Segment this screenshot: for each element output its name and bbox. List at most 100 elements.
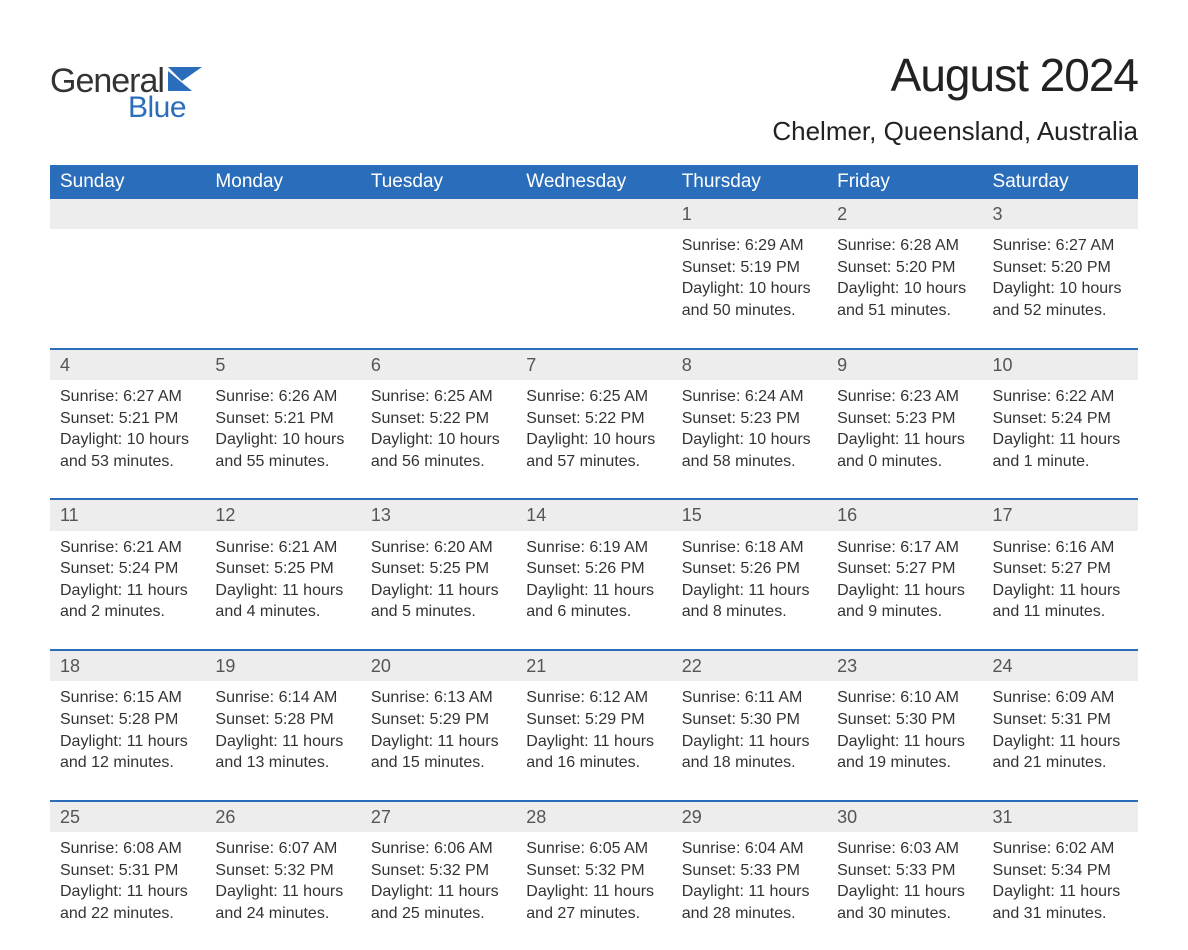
day-number: 29: [672, 801, 827, 832]
day-number: 15: [672, 499, 827, 530]
weekday-header: Monday: [205, 165, 360, 199]
day-number: 26: [205, 801, 360, 832]
day-cell: Sunrise: 6:14 AMSunset: 5:28 PMDaylight:…: [205, 681, 360, 800]
sunset-line: Sunset: 5:25 PM: [371, 558, 506, 580]
sunset-line: Sunset: 5:33 PM: [837, 860, 972, 882]
sunrise-line: Sunrise: 6:22 AM: [993, 386, 1128, 408]
sunset-line: Sunset: 5:20 PM: [837, 257, 972, 279]
daylight-line: Daylight: 11 hours and 21 minutes.: [993, 731, 1128, 774]
sunrise-line: Sunrise: 6:02 AM: [993, 838, 1128, 860]
daylight-line: Daylight: 11 hours and 4 minutes.: [215, 580, 350, 623]
sunset-line: Sunset: 5:30 PM: [837, 709, 972, 731]
weekday-header: Friday: [827, 165, 982, 199]
sunrise-line: Sunrise: 6:26 AM: [215, 386, 350, 408]
sunset-line: Sunset: 5:25 PM: [215, 558, 350, 580]
week-daynum-row: 18192021222324: [50, 650, 1138, 681]
day-number: [516, 199, 671, 229]
day-number: [205, 199, 360, 229]
day-number: 28: [516, 801, 671, 832]
sunset-line: Sunset: 5:22 PM: [526, 408, 661, 430]
calendar-body: 123Sunrise: 6:29 AMSunset: 5:19 PMDaylig…: [50, 199, 1138, 950]
day-cell: Sunrise: 6:20 AMSunset: 5:25 PMDaylight:…: [361, 531, 516, 650]
sunset-line: Sunset: 5:28 PM: [215, 709, 350, 731]
day-number: 2: [827, 199, 982, 229]
day-cell: Sunrise: 6:11 AMSunset: 5:30 PMDaylight:…: [672, 681, 827, 800]
daylight-line: Daylight: 11 hours and 15 minutes.: [371, 731, 506, 774]
sunrise-line: Sunrise: 6:25 AM: [526, 386, 661, 408]
sunset-line: Sunset: 5:29 PM: [526, 709, 661, 731]
day-cell: [516, 229, 671, 348]
sunrise-line: Sunrise: 6:07 AM: [215, 838, 350, 860]
sunset-line: Sunset: 5:20 PM: [993, 257, 1128, 279]
sunset-line: Sunset: 5:26 PM: [526, 558, 661, 580]
daylight-line: Daylight: 10 hours and 50 minutes.: [682, 278, 817, 321]
sunrise-line: Sunrise: 6:05 AM: [526, 838, 661, 860]
day-cell: Sunrise: 6:16 AMSunset: 5:27 PMDaylight:…: [983, 531, 1138, 650]
sunset-line: Sunset: 5:27 PM: [993, 558, 1128, 580]
day-cell: Sunrise: 6:06 AMSunset: 5:32 PMDaylight:…: [361, 832, 516, 950]
day-cell: Sunrise: 6:29 AMSunset: 5:19 PMDaylight:…: [672, 229, 827, 348]
day-number: 25: [50, 801, 205, 832]
day-cell: Sunrise: 6:28 AMSunset: 5:20 PMDaylight:…: [827, 229, 982, 348]
sunrise-line: Sunrise: 6:08 AM: [60, 838, 195, 860]
sunset-line: Sunset: 5:24 PM: [993, 408, 1128, 430]
day-number: 4: [50, 349, 205, 380]
sunrise-line: Sunrise: 6:03 AM: [837, 838, 972, 860]
day-number: 21: [516, 650, 671, 681]
day-number: 31: [983, 801, 1138, 832]
daylight-line: Daylight: 11 hours and 16 minutes.: [526, 731, 661, 774]
weekday-header-row: SundayMondayTuesdayWednesdayThursdayFrid…: [50, 165, 1138, 199]
sunrise-line: Sunrise: 6:20 AM: [371, 537, 506, 559]
sunrise-line: Sunrise: 6:09 AM: [993, 687, 1128, 709]
day-cell: Sunrise: 6:09 AMSunset: 5:31 PMDaylight:…: [983, 681, 1138, 800]
day-number: 22: [672, 650, 827, 681]
day-number: 19: [205, 650, 360, 681]
day-cell: Sunrise: 6:21 AMSunset: 5:25 PMDaylight:…: [205, 531, 360, 650]
daylight-line: Daylight: 11 hours and 2 minutes.: [60, 580, 195, 623]
weekday-header: Sunday: [50, 165, 205, 199]
daylight-line: Daylight: 11 hours and 11 minutes.: [993, 580, 1128, 623]
sunset-line: Sunset: 5:32 PM: [526, 860, 661, 882]
day-number: 20: [361, 650, 516, 681]
day-number: 11: [50, 499, 205, 530]
sunrise-line: Sunrise: 6:18 AM: [682, 537, 817, 559]
sunset-line: Sunset: 5:23 PM: [837, 408, 972, 430]
daylight-line: Daylight: 10 hours and 56 minutes.: [371, 429, 506, 472]
sunset-line: Sunset: 5:19 PM: [682, 257, 817, 279]
day-number: [50, 199, 205, 229]
day-number: 6: [361, 349, 516, 380]
sunset-line: Sunset: 5:30 PM: [682, 709, 817, 731]
weekday-header: Saturday: [983, 165, 1138, 199]
day-cell: Sunrise: 6:10 AMSunset: 5:30 PMDaylight:…: [827, 681, 982, 800]
day-cell: [50, 229, 205, 348]
day-number: 7: [516, 349, 671, 380]
sunrise-line: Sunrise: 6:19 AM: [526, 537, 661, 559]
sunrise-line: Sunrise: 6:13 AM: [371, 687, 506, 709]
day-cell: Sunrise: 6:25 AMSunset: 5:22 PMDaylight:…: [516, 380, 671, 499]
week-body-row: Sunrise: 6:08 AMSunset: 5:31 PMDaylight:…: [50, 832, 1138, 950]
week-body-row: Sunrise: 6:21 AMSunset: 5:24 PMDaylight:…: [50, 531, 1138, 650]
weekday-header: Thursday: [672, 165, 827, 199]
sunset-line: Sunset: 5:29 PM: [371, 709, 506, 731]
sunset-line: Sunset: 5:22 PM: [371, 408, 506, 430]
day-number: 13: [361, 499, 516, 530]
header-row: General Blue August 2024 Chelmer, Queens…: [50, 48, 1138, 147]
daylight-line: Daylight: 10 hours and 51 minutes.: [837, 278, 972, 321]
location-subtitle: Chelmer, Queensland, Australia: [772, 116, 1138, 147]
day-number: 3: [983, 199, 1138, 229]
day-cell: Sunrise: 6:07 AMSunset: 5:32 PMDaylight:…: [205, 832, 360, 950]
day-cell: Sunrise: 6:05 AMSunset: 5:32 PMDaylight:…: [516, 832, 671, 950]
daylight-line: Daylight: 10 hours and 52 minutes.: [993, 278, 1128, 321]
sunrise-line: Sunrise: 6:15 AM: [60, 687, 195, 709]
day-cell: Sunrise: 6:23 AMSunset: 5:23 PMDaylight:…: [827, 380, 982, 499]
day-cell: Sunrise: 6:13 AMSunset: 5:29 PMDaylight:…: [361, 681, 516, 800]
day-number: 18: [50, 650, 205, 681]
daylight-line: Daylight: 10 hours and 58 minutes.: [682, 429, 817, 472]
day-cell: [361, 229, 516, 348]
sunrise-line: Sunrise: 6:24 AM: [682, 386, 817, 408]
daylight-line: Daylight: 11 hours and 13 minutes.: [215, 731, 350, 774]
day-cell: Sunrise: 6:08 AMSunset: 5:31 PMDaylight:…: [50, 832, 205, 950]
daylight-line: Daylight: 10 hours and 53 minutes.: [60, 429, 195, 472]
sunset-line: Sunset: 5:31 PM: [60, 860, 195, 882]
brand-word2: Blue: [128, 91, 186, 125]
